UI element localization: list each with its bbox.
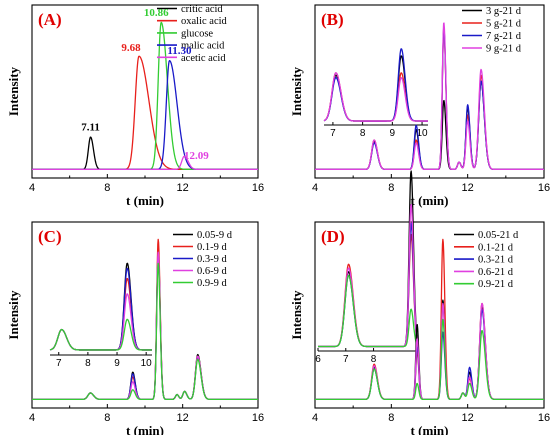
inset-x-tick-label: 10 [141,358,153,369]
series-line [31,55,259,171]
legend-entry: glucose [181,28,213,39]
x-tick-label: 4 [312,412,318,424]
panel-b: 4 8 12 16 t (min) Intensity (B) 7 8 9 10 3 g-21 d 5 … [289,4,550,208]
inset-series-line [49,318,153,351]
legend: 0.05-9 d0.1-9 d0.3-9 d0.6-9 d0.9-9 d [173,230,233,289]
panel-label: (B) [321,10,344,29]
inset-x-tick-label: 9 [114,358,120,369]
legend: 0.05-21 d0.1-21 d 0.3-21 d0.6-21 d0.9-21 … [454,230,519,290]
legend-entry: 0.3-9 d [197,254,227,265]
legend-entry: critic acid [181,4,223,15]
legend-entry: 0.3-21 d [478,255,514,266]
panel-label: (A) [38,10,62,29]
peak-label: 10.86 [144,7,169,19]
legend-entry: malic acid [181,41,225,52]
inset-x-tick-label: 8 [371,354,377,365]
panel-d: 4 8 12 16 t (min) Intensity (D) 6 7 8 0.05-21 d0.1… [289,170,550,435]
x-tick-label: 16 [252,412,264,424]
legend-entry: acetic acid [181,53,226,64]
inset-x-tick-label: 8 [360,128,366,139]
inset-series-line [49,267,153,351]
inset-x-tick-label: 6 [315,354,321,365]
x-tick-label: 4 [29,182,35,194]
inset-series-line [49,293,153,351]
series-line [31,262,259,401]
inset-x-tick-label: 10 [416,128,428,139]
inset-x-tick-label: 7 [343,354,349,365]
inset-series-line [317,233,419,348]
inset-plot: 7 8 9 10 [49,262,153,369]
x-tick-label: 12 [462,182,474,194]
legend-entry: 0.05-21 d [478,230,519,241]
inset-series-line [317,203,419,348]
legend-entry: 0.9-9 d [197,278,227,289]
x-tick-label: 4 [29,412,35,424]
x-tick-label: 8 [388,182,394,194]
panel-a: 4 8 12 16 t (min) Intensity (A) critic acidoxal… [6,4,264,208]
peak-label: 7.11 [81,122,100,134]
inset-plot: 7 8 9 10 [323,48,429,139]
legend-entry: oxalic acid [181,16,228,27]
legend-entry: 0.1-9 d [197,242,227,253]
legend-entry: 7 g-21 d [486,31,522,42]
series-line [314,22,545,171]
inset-series-line [323,72,429,122]
plot-frame [31,4,259,179]
x-axis-label: t (min) [411,193,449,208]
x-axis-label: t (min) [411,423,449,435]
legend-entry: 0.6-21 d [478,267,514,278]
peak-label: 11.30 [167,45,192,57]
inset-series-line [49,277,153,351]
legend-entry: 3 g-21 d [486,6,522,17]
series-line [314,299,545,401]
x-tick-label: 12 [462,412,474,424]
series-line [314,309,545,401]
inset-series-line [317,274,419,348]
legend-entry: 0.9-21 d [478,279,514,290]
x-tick-label: 8 [388,412,394,424]
peak-label: 9.68 [121,42,141,54]
panel-label: (C) [38,227,62,246]
y-axis-label: Intensity [6,66,21,116]
legend-entry: 0.1-21 d [478,242,514,253]
y-axis-label: Intensity [289,290,304,340]
x-tick-label: 12 [177,182,189,194]
inset-x-tick-label: 9 [390,128,396,139]
inset-series-line [49,262,153,351]
legend-entry: 5 g-21 d [486,19,522,30]
y-axis-label: Intensity [289,66,304,116]
x-tick-label: 16 [538,182,550,194]
panel-label: (D) [321,227,345,246]
y-axis-label: Intensity [6,290,21,340]
series-line [314,318,545,401]
inset-series-line [323,72,429,122]
x-tick-label: 16 [538,412,550,424]
inset-x-tick-label: 8 [85,358,91,369]
legend-entry: 9 g-21 d [486,44,522,55]
x-tick-label: 8 [104,412,110,424]
legend: 3 g-21 d 5 g-21 d7 g-21 d 9 g-21 d [462,6,522,55]
panel-c: 4 8 12 16t (min)Intensity(C)7 8 9 100.05-9 d0.… [6,221,264,435]
x-axis-label: t (min) [126,423,164,435]
legend-entry: 0.6-9 d [197,266,227,277]
inset-plot: 6 7 8 [315,170,419,365]
x-tick-label: 8 [104,182,110,194]
x-tick-label: 16 [252,182,264,194]
legend-entry: 0.05-9 d [197,230,233,241]
inset-x-tick-label: 7 [330,128,336,139]
series-line [31,155,259,171]
series-line [31,136,259,171]
inset-series-line [317,170,419,348]
x-axis-label: t (min) [126,193,164,208]
inset-x-tick-label: 7 [56,358,62,369]
x-tick-label: 12 [177,412,189,424]
x-tick-label: 4 [312,182,318,194]
peak-label: 12.09 [184,150,209,162]
